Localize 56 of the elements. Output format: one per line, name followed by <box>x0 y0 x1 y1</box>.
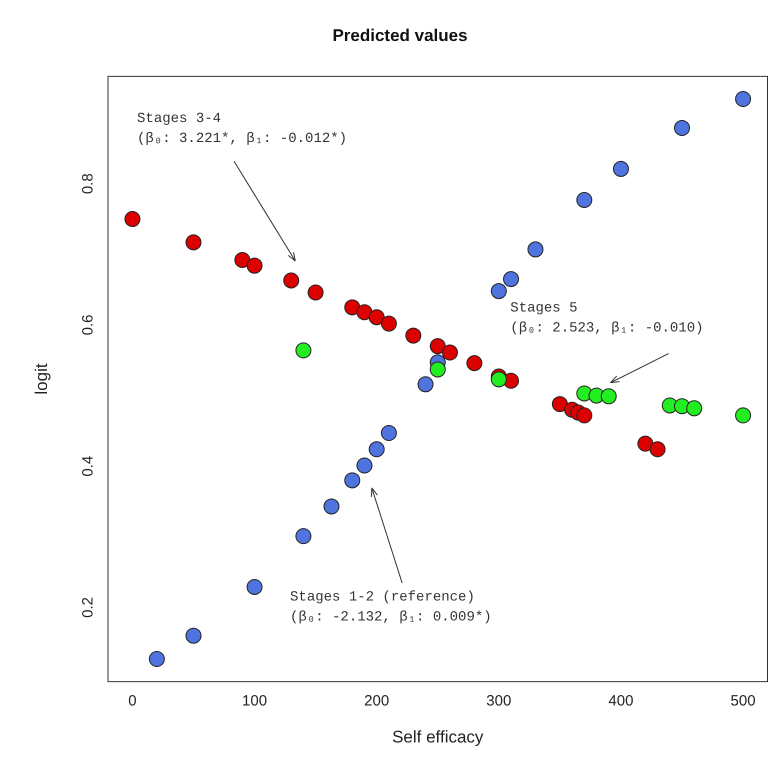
point <box>246 578 263 595</box>
x-tick-label: 300 <box>486 692 512 710</box>
point <box>344 299 360 316</box>
x-tick-label: 400 <box>608 692 634 710</box>
y-tick-label: 0.6 <box>80 314 97 336</box>
y-tick-label: 0.8 <box>80 173 97 194</box>
point <box>234 252 250 268</box>
point <box>380 316 397 332</box>
point <box>466 355 482 372</box>
point <box>380 425 397 442</box>
chart-title: Predicted values <box>332 26 468 45</box>
point <box>430 338 446 354</box>
annotation: Stages 3-4 (β₀: 3.221*, β₁: -0.012*) <box>137 111 348 148</box>
point <box>637 436 654 452</box>
point <box>185 234 202 250</box>
point <box>246 258 263 274</box>
point <box>295 342 312 358</box>
x-tick-label: 100 <box>242 692 268 710</box>
y-tick-label: 0.2 <box>80 597 97 618</box>
point <box>650 441 666 458</box>
point <box>295 528 312 544</box>
x-tick-label: 500 <box>730 692 756 710</box>
point <box>368 441 385 458</box>
point <box>527 241 544 258</box>
point <box>185 628 202 644</box>
point <box>124 211 140 228</box>
point <box>430 361 446 378</box>
point <box>612 160 629 177</box>
point <box>686 400 702 416</box>
point <box>344 472 360 488</box>
point <box>283 272 300 288</box>
point <box>735 91 752 107</box>
annotation: Stages 1-2 (reference) (β₀: -2.132, β₁: 0.009*) <box>290 589 492 626</box>
point <box>356 304 372 320</box>
point <box>735 407 752 424</box>
point <box>552 396 568 412</box>
annotation: Stages 5 (β₀: 2.523, β₁: -0.010) <box>510 300 704 337</box>
y-tick-label: 0.4 <box>80 456 97 477</box>
point <box>323 498 340 514</box>
point <box>418 376 434 392</box>
x-axis-title: Self efficacy <box>392 727 484 746</box>
point <box>308 284 324 300</box>
point <box>576 407 592 424</box>
point <box>405 328 422 344</box>
x-tick-label: 0 <box>128 692 137 710</box>
x-tick-label: 200 <box>364 692 390 710</box>
point <box>368 309 385 326</box>
y-axis-title: logit <box>32 363 51 395</box>
point <box>490 283 507 300</box>
point <box>576 192 592 208</box>
point <box>442 344 458 361</box>
point <box>503 271 520 288</box>
point <box>148 651 165 667</box>
point <box>600 388 617 404</box>
point <box>674 120 690 136</box>
point <box>356 458 372 474</box>
